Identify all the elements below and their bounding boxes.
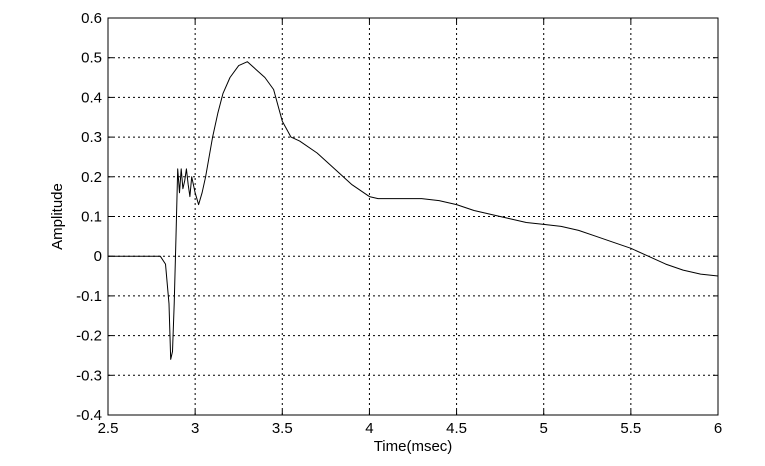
y-tick-label: -0.2	[76, 328, 102, 345]
x-axis-label: Time(msec)	[374, 438, 453, 455]
x-tick-label: 2.5	[98, 420, 119, 437]
x-tick-label: 5	[540, 420, 548, 437]
x-tick-label: 3.5	[272, 420, 293, 437]
y-tick-label: -0.3	[76, 367, 102, 384]
x-tick-label: 5.5	[620, 420, 641, 437]
y-tick-label: 0.3	[81, 129, 102, 146]
grid	[108, 18, 718, 415]
ticks: 2.5 3 3.5 4 4.5 5 5.5 6 -0.4 -0.3 -0.2 -0.1 0 0.1 0.2 0…	[76, 10, 722, 437]
y-tick-label: 0.1	[81, 209, 102, 226]
y-tick-label: -0.4	[76, 407, 102, 424]
y-tick-label: -0.1	[76, 288, 102, 305]
x-tick-label: 4.5	[446, 420, 467, 437]
y-tick-label: 0.6	[81, 10, 102, 27]
y-tick-label: 0.4	[81, 89, 102, 106]
y-tick-label: 0.5	[81, 50, 102, 67]
x-tick-label: 3	[191, 420, 199, 437]
y-tick-label: 0.2	[81, 169, 102, 186]
series-layer	[108, 61, 719, 360]
series-line	[108, 61, 719, 360]
y-tick-label: 0	[94, 248, 102, 265]
y-axis-label: Amplitude	[49, 183, 66, 250]
x-tick-label: 4	[365, 420, 373, 437]
x-tick-label: 6	[714, 420, 722, 437]
